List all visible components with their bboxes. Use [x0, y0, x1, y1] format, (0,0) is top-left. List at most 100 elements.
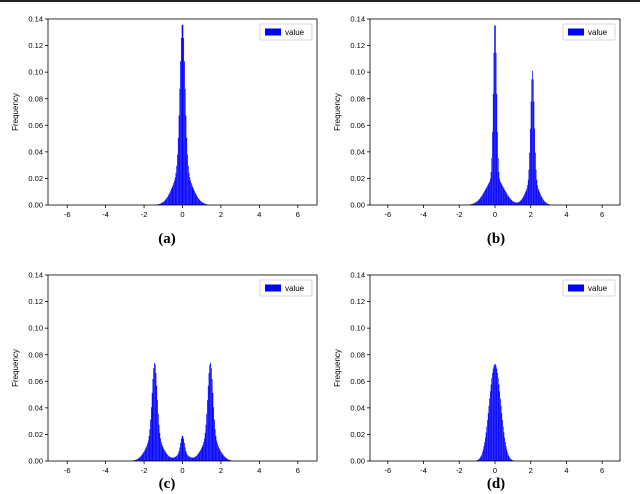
histogram-bar — [547, 203, 549, 205]
histogram-bar — [519, 201, 520, 205]
histogram-bar — [198, 452, 200, 461]
histogram-bar — [500, 405, 502, 461]
histogram-bar — [473, 203, 475, 205]
histogram-bar — [168, 456, 170, 461]
histogram-bar — [485, 437, 486, 461]
histogram-bar — [186, 137, 188, 205]
y-tick-label: 0.08 — [28, 94, 43, 103]
histogram-bar — [498, 384, 500, 461]
histogram-bar — [200, 201, 202, 205]
histogram-bar — [189, 177, 191, 205]
y-tick-label: 0.00 — [350, 201, 365, 210]
x-tick-label: 0 — [493, 466, 497, 475]
histogram-bar — [180, 38, 182, 205]
histogram-bar — [196, 195, 198, 205]
legend-swatch — [265, 284, 281, 292]
histogram-bar — [200, 200, 201, 205]
histogram-bar — [497, 132, 498, 205]
histogram-bar — [501, 184, 503, 205]
histogram-bar — [190, 457, 192, 461]
y-axis-label: Frequency — [333, 93, 342, 131]
histogram-bar — [527, 185, 528, 205]
histogram-bar — [494, 364, 495, 461]
histogram-bar — [150, 407, 152, 461]
y-axis-label: Frequency — [11, 349, 20, 387]
histogram-bar — [537, 185, 538, 205]
histogram-bar — [172, 185, 174, 205]
histogram-bar — [162, 202, 164, 205]
histogram-bar — [479, 458, 480, 461]
histogram-bar — [229, 459, 231, 461]
histogram-bar — [475, 202, 476, 205]
histogram-bar — [182, 24, 184, 205]
legend-label: value — [588, 284, 608, 293]
histogram-bar — [490, 178, 491, 205]
histogram-bar — [164, 451, 166, 461]
histogram-bar — [517, 202, 519, 205]
histogram-bar — [159, 432, 161, 461]
histogram-bar — [171, 187, 173, 205]
histogram-bars — [475, 364, 515, 461]
histogram-bar — [137, 458, 138, 461]
histogram-bar — [532, 70, 533, 206]
histogram-bar — [502, 420, 503, 461]
histogram-bar — [215, 435, 217, 461]
x-tick-label: -6 — [64, 466, 71, 475]
histogram-bar — [185, 115, 187, 205]
histogram-bar — [537, 188, 539, 205]
histogram-bar — [515, 202, 517, 205]
histogram-bar — [210, 368, 212, 461]
histogram-bar — [217, 443, 218, 461]
histogram-bar — [521, 199, 523, 205]
histogram-bar — [142, 453, 144, 461]
histogram-bar — [220, 450, 221, 461]
histogram-bar — [478, 459, 480, 461]
histogram-bar — [195, 194, 197, 205]
legend-box — [259, 279, 313, 297]
y-tick-label: 0.04 — [350, 147, 365, 156]
histogram-bar — [188, 456, 190, 461]
x-tick-label: -6 — [64, 210, 71, 219]
histogram-bar — [194, 456, 196, 461]
histogram-bar — [178, 451, 180, 461]
histogram-bar — [187, 165, 189, 205]
histogram-bar — [482, 193, 484, 205]
y-tick-label: 0.08 — [28, 350, 43, 359]
y-tick-label: 0.12 — [350, 297, 365, 306]
histogram-bar — [169, 192, 171, 205]
y-tick-label: 0.10 — [350, 68, 365, 77]
histogram-bar — [135, 459, 137, 461]
histogram-bar — [207, 400, 208, 461]
histogram-bar — [176, 455, 178, 461]
histogram-bar — [472, 203, 473, 205]
histogram-bar — [201, 202, 203, 205]
legend: value — [259, 279, 313, 297]
histogram-bar — [523, 195, 525, 205]
x-tick-label: -4 — [420, 210, 427, 219]
histogram-bar — [490, 391, 491, 461]
x-tick-label: 0 — [180, 466, 184, 475]
x-tick-label: 6 — [600, 210, 604, 219]
histogram-bar — [512, 460, 513, 461]
histogram-bar — [148, 435, 150, 461]
histogram-bar — [486, 426, 488, 461]
histogram-panel-1: -6 -4 -2 0 2 4 6 0.00 0.02 0.04 0.06 0.08 0.10 0.12 0.… — [11, 15, 318, 247]
histogram-bar — [226, 458, 228, 461]
histogram-bar — [159, 203, 161, 205]
histogram-bar — [480, 196, 482, 205]
histogram-bar — [164, 200, 165, 205]
histogram-bar — [502, 186, 504, 205]
histogram-bar — [139, 457, 141, 461]
y-tick-label: 0.06 — [28, 121, 43, 130]
histogram-bar — [228, 459, 230, 461]
y-tick-label: 0.02 — [350, 430, 365, 439]
histogram-bar — [495, 365, 497, 461]
histogram-bar — [174, 456, 176, 461]
histogram-bar — [200, 450, 201, 461]
histogram-bar — [164, 450, 165, 461]
histogram-bar — [514, 202, 515, 205]
histogram-bar — [480, 456, 482, 461]
histogram-bar — [186, 453, 188, 461]
histogram-bar — [510, 459, 512, 461]
histogram-bar — [524, 193, 525, 205]
